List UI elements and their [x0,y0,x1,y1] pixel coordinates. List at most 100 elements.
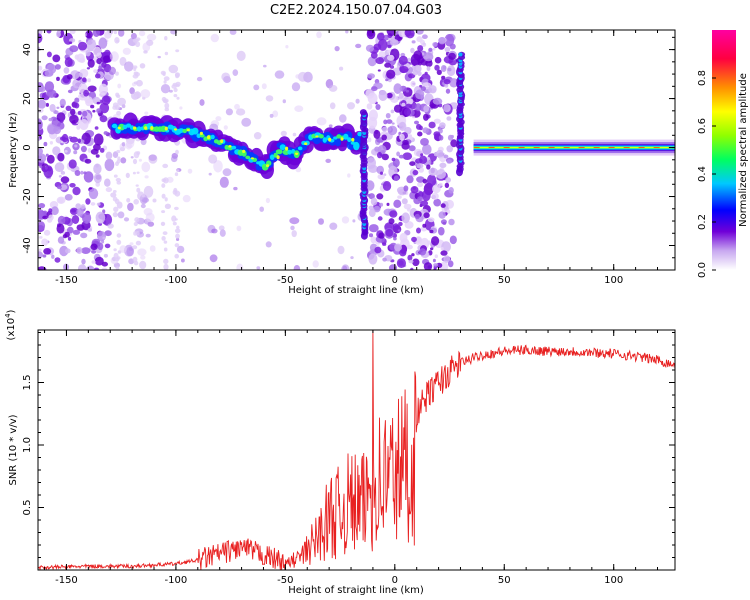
spectrum-speckle [38,148,43,155]
spectrum-speckle [74,144,78,148]
spectrum-speckle [370,197,378,206]
spectrum-speckle [81,247,91,255]
spectrum-speckle [69,30,76,35]
spectrum-speckle [96,58,102,65]
spectrum-speckle [405,103,413,109]
spectrum-speckle [312,260,319,268]
spectrum-speckle [38,203,46,209]
x-tick-label: -50 [277,275,293,286]
spectrum-speckle [316,31,322,39]
spectrum-speckle [336,134,342,139]
spectrum-speckle [434,56,442,64]
spectrum-speckle [149,245,156,252]
spectrum-speckle [144,126,148,130]
spectrum-speckle [137,191,145,201]
spectrum-speckle [316,117,327,126]
spectrum-speckle [285,45,289,49]
spectrum-speckle [266,164,270,168]
spectrum-speckle [208,154,218,164]
spectrum-speckle [439,122,446,129]
spectrogram-x-axis-label: Height of straight line (km) [288,285,424,296]
spectrum-speckle [51,206,59,216]
spectrum-speckle [48,117,53,122]
spectrum-speckle [396,151,400,157]
spectrum-speckle [163,263,169,270]
spectrum-speckle [443,104,451,113]
spectrum-speckle [390,39,399,46]
spectrum-speckle [445,88,451,94]
spectrum-speckle [347,102,355,110]
spectrum-speckle [72,78,81,89]
spectrum-speckle [367,92,378,105]
spectrum-speckle [101,261,109,267]
spectrum-speckle [423,262,433,270]
spectrum-speckle [393,104,403,113]
spectrum-speckle [187,168,193,174]
spectrum-speckle [63,67,70,74]
spectrum-speckle [441,75,446,80]
spectrum-speckle [56,106,60,110]
spectrum-speckle [140,89,151,99]
spectrum-speckle [405,98,414,105]
spectrum-speckle [433,198,442,207]
spectrum-speckle [84,96,93,104]
spectrum-speckle [94,256,104,266]
spectrum-speckle [443,79,451,85]
spectrum-speckle [412,116,416,119]
spectrum-speckle [139,260,147,270]
spectrum-speckle [164,107,170,112]
spectrum-speckle [113,248,117,252]
spectrum-speckle [334,46,340,52]
spectrum-speckle [449,43,456,50]
spectrum-speckle [408,134,413,138]
spectrum-speckle [93,143,101,151]
spectrum-speckle [104,230,112,237]
spectrum-speckle [448,187,454,194]
spectrum-speckle [94,126,99,130]
spectrum-speckle [175,149,179,155]
spectrum-speckle [409,161,416,167]
spectrum-speckle [220,139,224,144]
spectrum-speckle [404,30,412,37]
spectrum-speckle [426,164,431,170]
snr-series-line [38,330,675,570]
spectrum-speckle [91,250,97,254]
spectrum-speckle [115,266,120,270]
spectrum-speckle [334,138,342,147]
spectrum-speckle [51,254,55,259]
spectrum-speckle [293,265,301,270]
spectrum-speckle [102,55,112,63]
spectrum-speckle [412,169,419,176]
spectrum-speckle [168,64,179,74]
spectrum-speckle [438,211,446,219]
spectrum-speckle [407,57,411,62]
spectrum-speckle [341,264,350,270]
spectrum-speckle [96,108,102,114]
spectrum-speckle [413,50,423,61]
snr-frame [37,329,676,571]
spectrum-speckle [104,158,115,172]
x-tick-label: 100 [604,275,623,286]
spectrum-speckle [46,154,55,164]
spectrum-speckle [83,171,87,175]
spectrum-speckle [337,245,345,255]
spectrum-speckle [385,78,389,82]
spectrum-speckle [391,122,395,125]
spectrum-speckle [160,221,166,226]
spectrum-speckle [269,113,274,118]
spectrum-speckle [367,56,377,67]
spectrum-speckle [401,142,410,150]
colorbar-tick-label: 0.2 [697,214,708,230]
spectrum-speckle [421,189,431,202]
spectrum-speckle [164,36,168,41]
spectrum-speckle [196,133,201,139]
spectrum-speckle [438,135,444,141]
spectrum-speckle [350,256,354,260]
spectrum-speckle [253,132,262,140]
spectrogram-panel: -150 -100 -50 0 50 100 -40 -20 0 20 40 Height of … [8,29,676,296]
spectrum-speckle [126,123,132,128]
spectrum-speckle [139,63,146,69]
spectrum-speckle [163,240,168,244]
spectrum-speckle [385,229,394,237]
